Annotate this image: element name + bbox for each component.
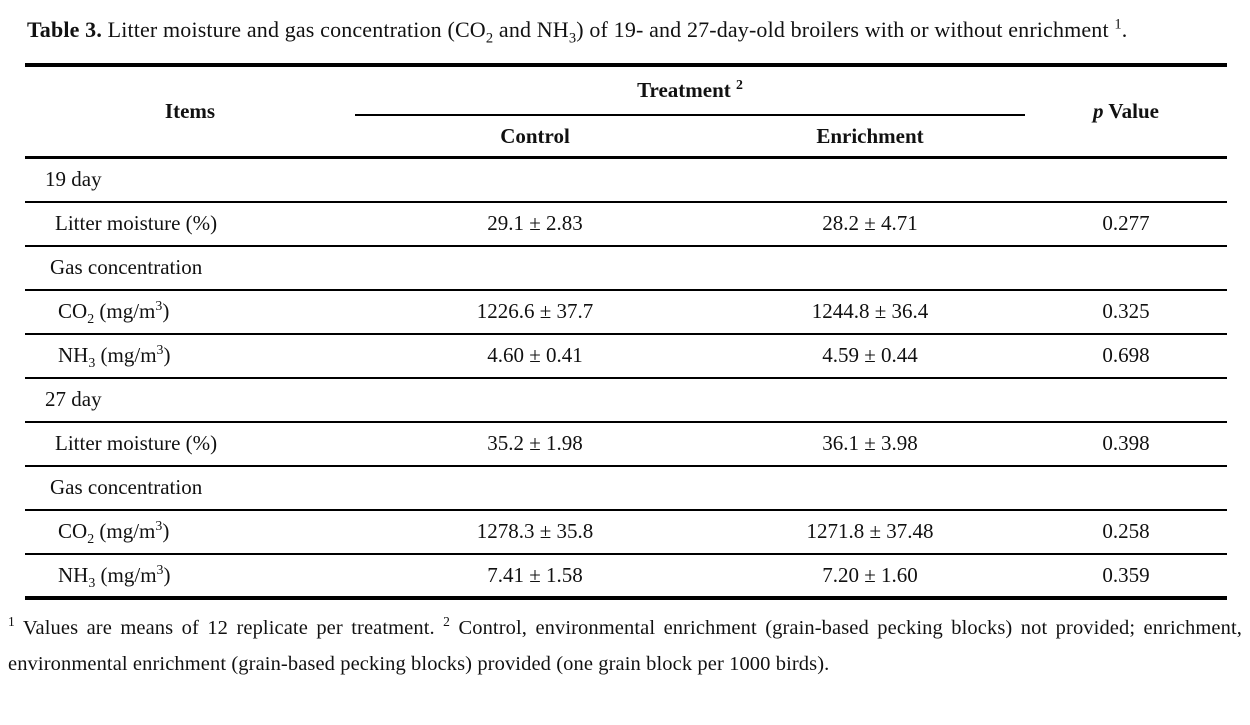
chem-symbol: NH (58, 562, 89, 587)
table-row-nh3-19: NH3 (mg/m3) 4.60 ± 0.41 4.59 ± 0.44 0.69… (25, 334, 1228, 378)
chem-symbol: CO (58, 519, 88, 543)
section-label: Gas concentration (50, 475, 203, 499)
chem-subscript: 3 (88, 574, 96, 590)
chem-symbol: CO (58, 299, 88, 323)
table-row-section-19day: 19 day (25, 158, 1228, 202)
column-header-enrichment: Enrichment (715, 115, 1026, 159)
caption-text-1: Litter moisture and gas concentration (C… (101, 17, 486, 42)
treatment-label: Treatment (637, 78, 737, 102)
chem-unit-close: ) (162, 299, 170, 323)
column-header-pvalue: p Value (1025, 65, 1228, 159)
cell-pvalue: 0.325 (1102, 299, 1150, 323)
table-row-nh3-27: NH3 (mg/m3) 7.41 ± 1.58 7.20 ± 1.60 0.35… (25, 554, 1228, 598)
caption-label: Table 3. (27, 17, 102, 42)
table-row-gas-section-19: Gas concentration (25, 246, 1228, 290)
chem-subscript: 3 (88, 355, 96, 371)
table-caption: Table 3. Litter moisture and gas concent… (27, 11, 1232, 48)
chem-superscript: 3 (156, 342, 164, 357)
cell-pvalue: 0.698 (1102, 343, 1150, 367)
footnote-text-2: Control, environmental enrichment (grain… (8, 616, 1242, 675)
row-label: CO2 (mg/m3) (25, 290, 355, 334)
row-label: CO2 (mg/m3) (25, 510, 355, 554)
cell-pvalue: 0.277 (1102, 211, 1150, 235)
caption-sub-nh3: 3 (568, 30, 577, 47)
chem-unit: (mg/m (94, 299, 156, 323)
row-label: Litter moisture (%) (55, 431, 218, 455)
table-footnote: 1 Values are means of 12 replicate per t… (8, 610, 1242, 682)
table-row-litter-moisture-19: Litter moisture (%) 29.1 ± 2.83 28.2 ± 4… (25, 202, 1228, 246)
results-table: Items Treatment 2 p Value Control Enrich… (25, 63, 1228, 600)
table-row-co2-27: CO2 (mg/m3) 1278.3 ± 35.8 1271.8 ± 37.48… (25, 510, 1228, 554)
section-label: Gas concentration (50, 255, 203, 279)
chem-superscript: 3 (156, 561, 164, 577)
cell-control: 29.1 ± 2.83 (487, 211, 583, 235)
table-row-co2-19: CO2 (mg/m3) 1226.6 ± 37.7 1244.8 ± 36.4 … (25, 290, 1228, 334)
cell-pvalue: 0.398 (1102, 431, 1150, 455)
chem-symbol: NH (58, 343, 89, 367)
column-header-items: Items (25, 65, 355, 159)
chem-unit: (mg/m (95, 343, 157, 367)
footnote-marker-1: 1 (8, 613, 15, 629)
table-row-gas-section-27: Gas concentration (25, 466, 1228, 510)
footnote-text-1: Values are means of 12 replicate per tre… (14, 616, 444, 639)
caption-period: . (1121, 17, 1128, 42)
cell-pvalue: 0.258 (1102, 519, 1150, 543)
caption-sub-co2: 2 (485, 30, 494, 47)
chem-subscript: 2 (87, 531, 95, 547)
header-row-2: Control Enrichment (25, 115, 1227, 159)
chem-unit-close: ) (163, 562, 171, 587)
cell-enrichment: 28.2 ± 4.71 (822, 211, 918, 235)
footnote-marker-2: 2 (443, 613, 451, 629)
header-row-1: Items Treatment 2 p Value (25, 65, 1228, 159)
chem-unit-close: ) (163, 343, 171, 367)
row-label: Litter moisture (%) (55, 211, 218, 235)
cell-enrichment: 1244.8 ± 36.4 (811, 299, 929, 323)
pvalue-rest: Value (1103, 99, 1159, 123)
row-label: NH3 (mg/m3) (25, 334, 355, 378)
chem-superscript: 3 (155, 518, 163, 533)
table-row-section-27day: 27 day (25, 378, 1228, 422)
treatment-footnote-marker: 2 (736, 77, 743, 92)
cell-control: 1278.3 ± 35.8 (476, 519, 594, 543)
cell-control: 35.2 ± 1.98 (487, 431, 583, 455)
cell-enrichment: 7.20 ± 1.60 (822, 562, 918, 587)
section-label: 19 day (45, 167, 102, 192)
chem-unit: (mg/m (94, 519, 156, 543)
column-header-control: Control (355, 115, 715, 159)
column-header-treatment: Treatment 2 (355, 65, 1026, 116)
cell-control: 4.60 ± 0.41 (487, 343, 583, 367)
pvalue-p: p (1093, 99, 1104, 123)
row-label: NH3 (mg/m3) (25, 554, 355, 598)
cell-control: 1226.6 ± 37.7 (476, 299, 594, 323)
section-label: 27 day (45, 387, 102, 411)
caption-text-2: and NH (493, 17, 569, 42)
cell-control: 7.41 ± 1.58 (487, 562, 583, 587)
cell-pvalue: 0.359 (1102, 562, 1150, 587)
caption-text-3: ) of 19- and 27-day-old broilers with or… (576, 17, 1115, 42)
cell-enrichment: 4.59 ± 0.44 (822, 343, 918, 367)
table-row-litter-moisture-27: Litter moisture (%) 35.2 ± 1.98 36.1 ± 3… (25, 422, 1228, 466)
chem-subscript: 2 (87, 311, 95, 327)
chem-unit-close: ) (162, 519, 170, 543)
chem-unit: (mg/m (95, 562, 157, 587)
caption-footnote-marker: 1 (1114, 16, 1122, 33)
chem-superscript: 3 (155, 298, 163, 313)
cell-enrichment: 36.1 ± 3.98 (822, 431, 918, 455)
cell-enrichment: 1271.8 ± 37.48 (806, 519, 934, 543)
